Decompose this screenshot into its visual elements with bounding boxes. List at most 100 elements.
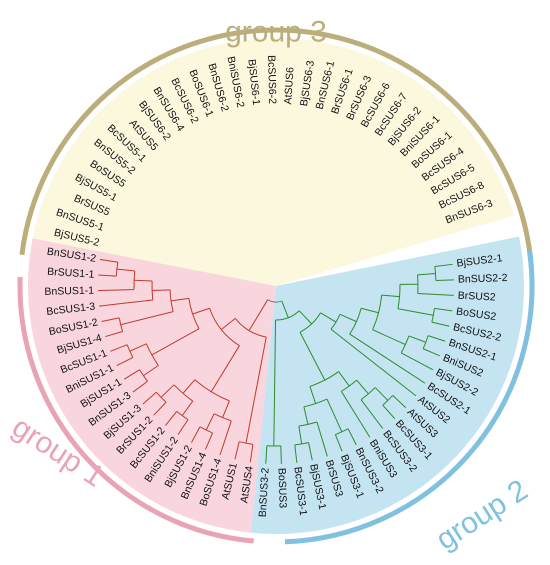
- branch-segment-73: [142, 391, 157, 405]
- branch-arc-26: [330, 314, 341, 330]
- branch-segment-10: [397, 308, 434, 316]
- group-sectors: [28, 37, 525, 534]
- branch-arc-29: [382, 395, 394, 406]
- branch-segment-1: [435, 279, 454, 281]
- branch-segment-75: [181, 400, 194, 416]
- branch-segment-63: [205, 432, 214, 450]
- leaf-label: BrSUS1-1: [47, 266, 95, 281]
- branch-segment-31: [360, 399, 384, 429]
- branch-segment-76: [160, 384, 175, 398]
- branch-segment-70: [165, 411, 178, 426]
- branch-segment-115: [248, 299, 269, 331]
- leaf-label: BcSUS3-1: [291, 466, 309, 516]
- g3-label: group 3: [225, 16, 327, 49]
- branch-segment-28: [382, 404, 396, 419]
- branch-arc-116: [267, 299, 282, 303]
- branch-segment-72: [153, 401, 167, 416]
- branch-segment-114: [281, 300, 289, 318]
- branch-segment-30: [374, 387, 389, 401]
- branch-segment-37: [334, 434, 343, 452]
- branch-segment-0: [434, 263, 453, 267]
- branch-segment-97: [116, 268, 135, 272]
- branch-segment-3: [417, 272, 436, 276]
- branch-segment-16: [401, 352, 434, 371]
- g2-sector: [250, 236, 525, 534]
- leaf-label: AtSUS4: [238, 465, 255, 504]
- branch-segment-25: [330, 328, 417, 397]
- branch-segment-106: [170, 297, 189, 302]
- branch-segment-18: [381, 294, 400, 298]
- tree-branches: [98, 258, 454, 464]
- leaf-label: AtSUS6: [282, 67, 296, 105]
- branch-arc-74: [155, 391, 167, 403]
- g3-arc: [19, 27, 534, 269]
- branch-arc-71: [176, 411, 189, 421]
- branch-segment-112: [220, 317, 236, 330]
- branch-segment-85: [110, 344, 128, 352]
- branch-segment-69: [177, 419, 189, 435]
- branch-segment-4: [417, 293, 454, 296]
- branch-segment-15: [408, 335, 426, 343]
- branch-segment-102: [120, 311, 174, 326]
- leaf-label: BoSUS2: [455, 306, 497, 324]
- branch-segment-84: [116, 357, 134, 366]
- branch-arc-14: [422, 335, 429, 349]
- g1-arc: [17, 276, 254, 544]
- branch-segment-55: [265, 445, 268, 464]
- branch-segment-99: [99, 299, 153, 307]
- branch-segment-39: [308, 442, 313, 461]
- branch-segment-88: [129, 343, 147, 352]
- leaf-label: BcSUS6-2: [265, 55, 278, 104]
- branch-segment-22: [349, 333, 426, 384]
- branch-segment-36: [347, 428, 357, 446]
- leaf-label: BoSUS3: [275, 468, 288, 509]
- branch-segment-49: [309, 386, 317, 404]
- g3-sector: [32, 37, 514, 287]
- branch-segment-94: [99, 258, 118, 263]
- leaf-label: BcSUS1-3: [46, 301, 96, 318]
- branch-segment-7: [431, 321, 450, 327]
- branch-segment-93: [98, 274, 117, 277]
- branch-segment-24: [339, 313, 357, 323]
- branch-segment-54: [280, 445, 282, 464]
- branch-segment-108: [210, 345, 240, 392]
- branch-segment-46: [303, 406, 309, 425]
- branch-segment-21: [361, 307, 379, 314]
- branch-segment-60: [249, 444, 254, 463]
- group-arcs: [17, 27, 535, 545]
- leaf-label: BjSUS2-1: [456, 252, 503, 270]
- branch-arc-77: [173, 384, 194, 402]
- branch-segment-66: [219, 420, 232, 456]
- leaf-label: BnSUS2-2: [458, 272, 508, 286]
- branch-segment-34: [340, 391, 371, 438]
- branch-segment-19: [372, 329, 406, 345]
- branch-segment-111: [245, 336, 267, 444]
- branch-segment-82: [124, 369, 140, 380]
- branch-segment-51: [320, 312, 337, 323]
- branch-segment-81: [132, 380, 148, 393]
- branch-segment-67: [205, 413, 215, 431]
- leaf-label: BnSUS1-1: [44, 285, 94, 298]
- branch-arc-41: [294, 442, 309, 446]
- branch-segment-52: [299, 331, 326, 381]
- branch-segment-48: [338, 371, 350, 387]
- g1-sector: [28, 238, 277, 533]
- branch-segment-45: [326, 398, 343, 433]
- branch-segment-91: [101, 317, 120, 322]
- branch-segment-13: [422, 348, 440, 357]
- g2-arc: [284, 250, 535, 545]
- branch-segment-58: [273, 319, 277, 446]
- branch-arc-62: [239, 441, 253, 445]
- branch-arc-35: [341, 379, 357, 392]
- branch-segment-42: [316, 421, 328, 457]
- branch-segment-87: [143, 365, 159, 377]
- branch-segment-90: [105, 330, 123, 338]
- leaf-label: BrSUS2: [457, 290, 496, 304]
- branch-segment-103: [152, 289, 171, 292]
- branch-arc-68: [213, 413, 232, 422]
- branch-segment-79: [182, 379, 196, 394]
- branch-arc-65: [199, 426, 213, 434]
- branch-segment-64: [191, 426, 201, 443]
- branch-segment-12: [427, 335, 446, 342]
